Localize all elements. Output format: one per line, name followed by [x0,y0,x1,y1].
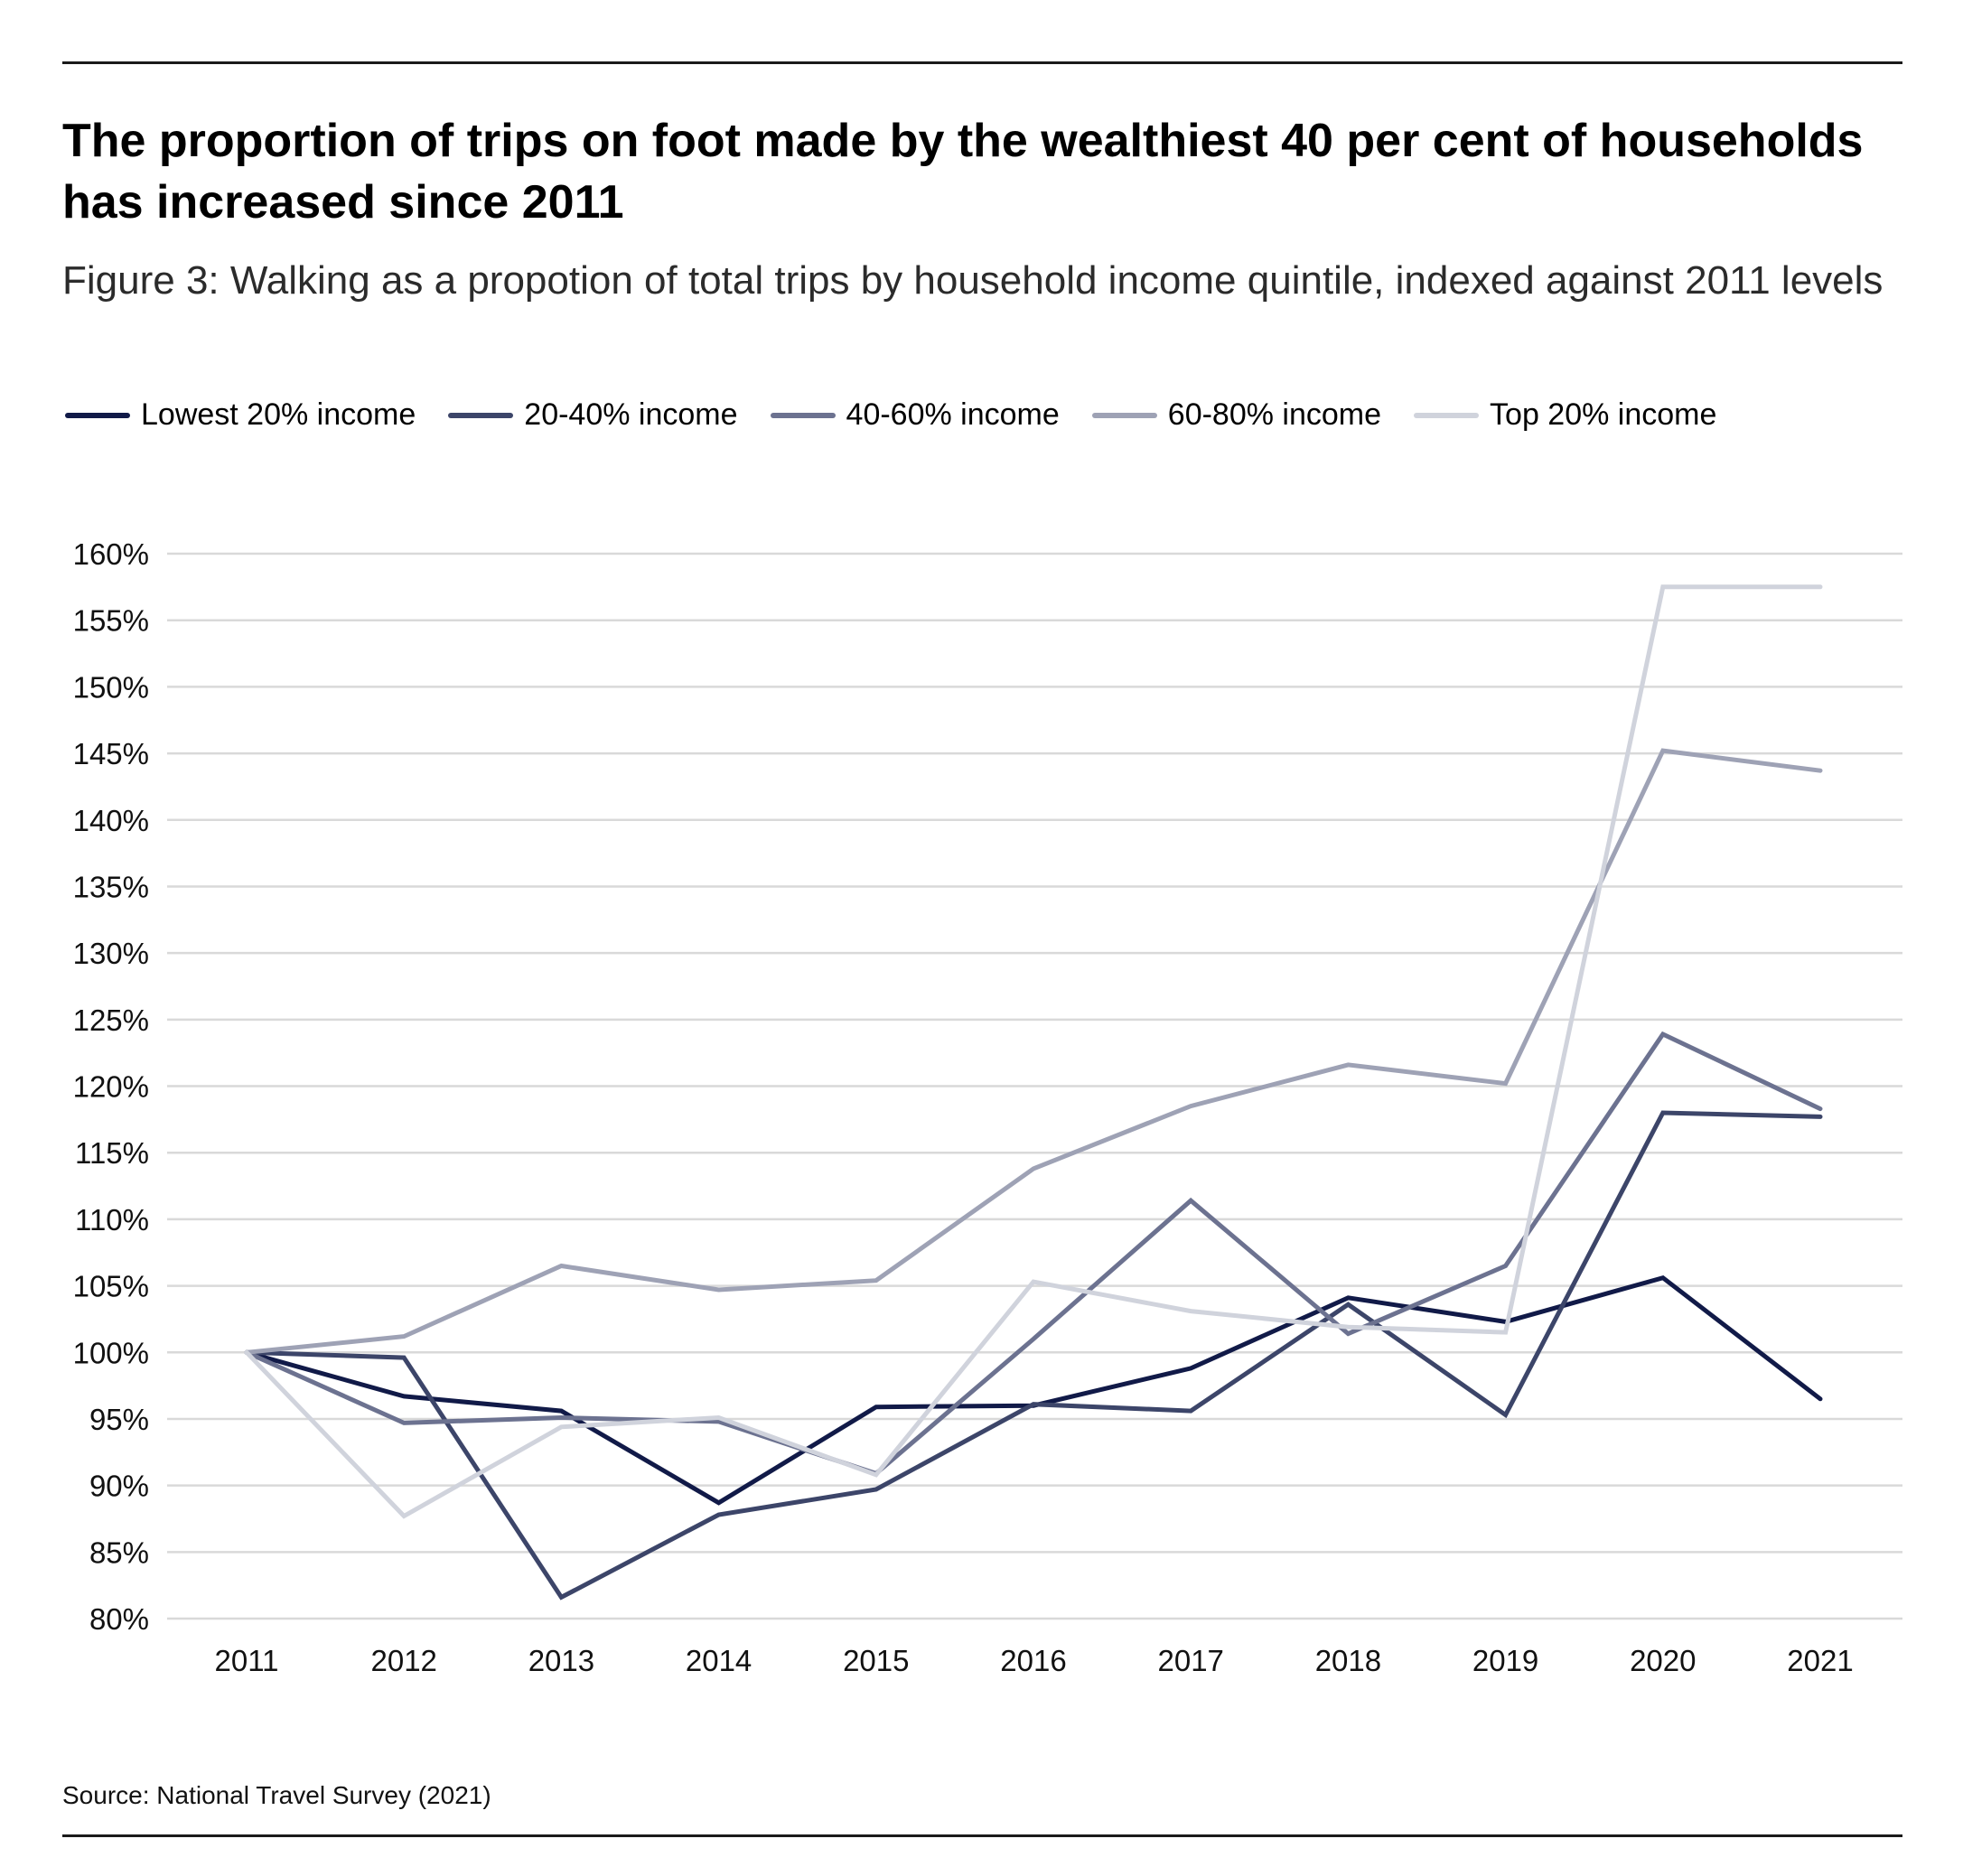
y-tick-label: 125% [73,1003,149,1037]
legend-item-top-20: Top 20% income [1414,397,1716,433]
x-tick-label: 2013 [528,1644,594,1677]
y-tick-label: 115% [75,1136,149,1170]
gridlines [167,552,1902,1620]
y-axis-ticks: 80% 85% 90% 95% 100% 105% 110% 115% 120% 125% 130%… [73,537,149,1636]
legend-label: Lowest 20% income [141,397,416,432]
legend-label: 60-80% income [1167,397,1382,432]
x-tick-label: 2016 [1000,1644,1066,1677]
x-axis-ticks: 2011 2012 2013 2014 2015 2016 2017 2018 2019 2020… [215,1644,1854,1677]
y-tick-label: 130% [73,937,149,970]
x-tick-label: 2020 [1630,1644,1696,1677]
x-tick-label: 2019 [1472,1644,1538,1677]
y-tick-label: 90% [89,1470,149,1503]
x-tick-label: 2018 [1315,1644,1381,1677]
legend-label: Top 20% income [1490,397,1717,432]
y-tick-label: 120% [73,1070,149,1104]
series-line-top-20-income [244,584,1823,1519]
legend-item-40-60: 40-60% income [770,397,1060,433]
legend-item-lowest-20: Lowest 20% income [65,397,416,433]
legend-label: 20-40% income [524,397,738,432]
x-tick-label: 2017 [1157,1644,1223,1677]
y-tick-label: 150% [73,670,149,704]
x-tick-label: 2012 [370,1644,436,1677]
line-chart: 80% 85% 90% 95% 100% 105% 110% 115% 120% 125% 130%… [73,537,1902,1677]
x-tick-label: 2011 [215,1644,279,1677]
legend-swatch [65,412,130,418]
source-note: Source: National Travel Survey (2021) [62,1781,491,1809]
y-tick-label: 140% [73,804,149,837]
series-line-40-60-income [244,1031,1823,1477]
legend-label: 40-60% income [846,397,1060,432]
y-tick-label: 110% [75,1203,149,1237]
y-tick-label: 145% [73,737,149,770]
y-tick-label: 80% [89,1602,149,1636]
x-tick-label: 2015 [843,1644,909,1677]
bottom-divider [62,1834,1902,1837]
legend-item-60-80: 60-80% income [1091,397,1382,433]
y-tick-label: 100% [73,1336,149,1369]
y-tick-label: 155% [73,604,149,638]
y-tick-label: 105% [73,1270,149,1303]
series-line-60-80-income [244,748,1823,1355]
legend: Lowest 20% income 20-40% income 40-60% i… [65,397,1749,433]
y-tick-label: 135% [73,870,149,903]
x-tick-label: 2021 [1787,1644,1853,1677]
y-tick-label: 85% [89,1535,149,1569]
legend-swatch [1091,412,1157,418]
chart-subtitle: Figure 3: Walking as a propotion of tota… [62,258,1884,303]
legend-item-20-40: 20-40% income [448,397,738,433]
legend-swatch [1414,412,1480,418]
x-tick-label: 2014 [686,1644,752,1677]
y-tick-label: 160% [73,537,149,571]
series-lines [244,584,1823,1601]
series-line-20-40-income [244,1110,1823,1601]
y-tick-label: 95% [89,1403,149,1436]
legend-swatch [770,412,836,418]
legend-swatch [448,412,514,418]
chart-title: The proportion of trips on foot made by … [62,115,1864,229]
top-divider [62,61,1902,64]
